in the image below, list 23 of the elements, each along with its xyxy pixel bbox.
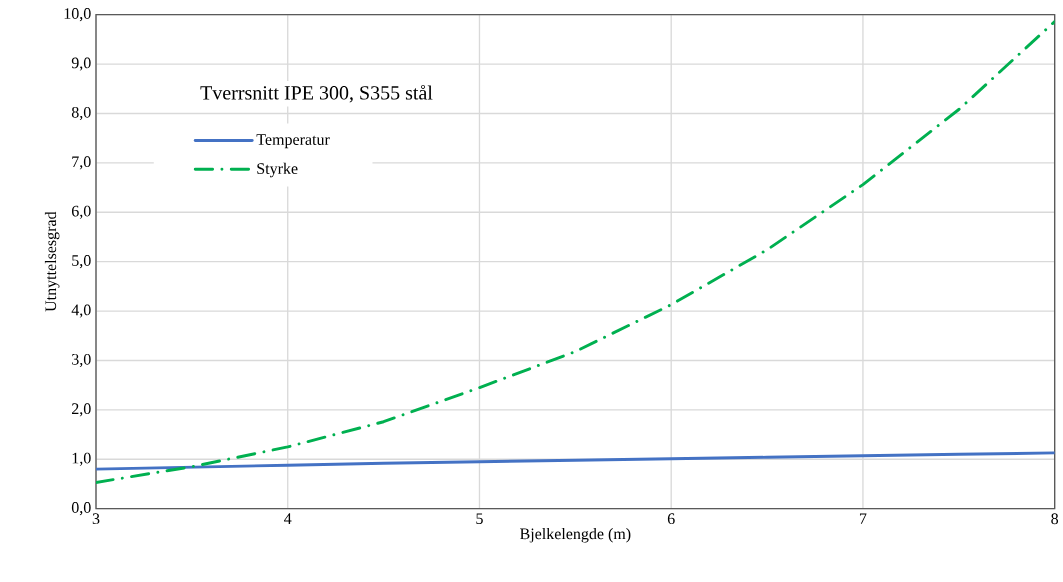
x-tick-label: 8 <box>1051 513 1059 525</box>
y-tick-label: 2,0 <box>72 403 91 417</box>
y-tick-label: 6,0 <box>71 205 91 219</box>
legend-label: Temperatur <box>256 134 330 149</box>
x-tick-label: 6 <box>667 513 675 525</box>
line-series <box>96 20 1055 484</box>
x-tick-label: 4 <box>284 513 292 524</box>
y-tick-label: 8,0 <box>71 106 91 121</box>
y-tick-label: 10,0 <box>64 8 91 22</box>
x-tick-label: 5 <box>476 513 483 524</box>
y-axis-title: Utnyttelsesgrad <box>44 211 60 312</box>
y-tick-label: 7,0 <box>72 156 91 170</box>
y-tick-label: 3,0 <box>72 353 91 368</box>
x-tick-label: 3 <box>92 513 100 525</box>
x-tick-label: 7 <box>859 513 867 524</box>
y-tick-label: 9,0 <box>71 57 91 71</box>
legend-label: Styrke <box>257 162 298 178</box>
y-tick-label: 5,0 <box>72 255 91 269</box>
x-axis-title: Bjelkelengde (m) <box>520 527 631 543</box>
y-tick-label: 1,0 <box>72 452 91 466</box>
y-tick-label: 4,0 <box>71 304 91 318</box>
y-tick-label: 0,0 <box>71 502 91 516</box>
text: Tverrsnitt IPE 300, S355 stål <box>200 84 433 103</box>
